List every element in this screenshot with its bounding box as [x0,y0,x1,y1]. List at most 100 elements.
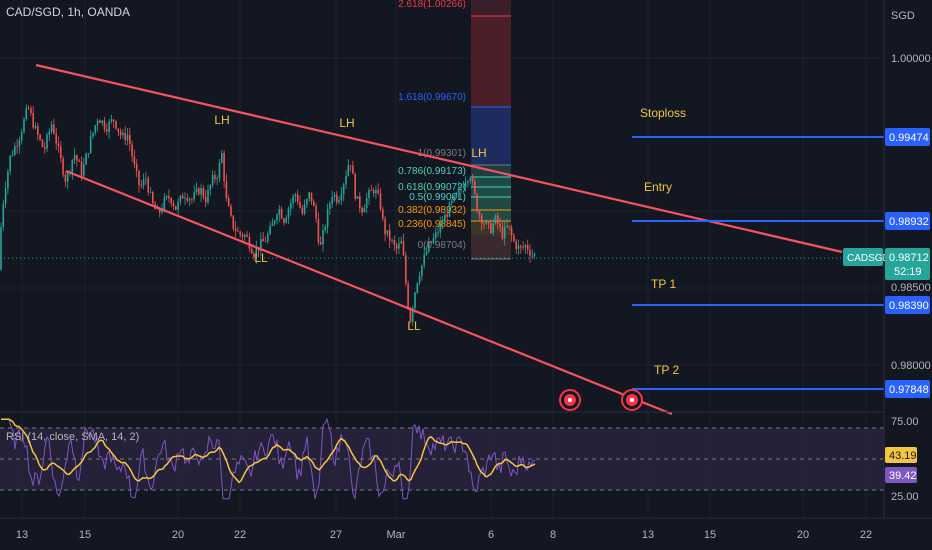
stoploss-label: Stoploss [640,106,686,120]
swing-labels: LH LH LH LL LL [214,113,486,333]
tp1-label: TP 1 [651,277,676,291]
candle-body [439,223,442,233]
candle-body [221,152,223,164]
candle-body [18,140,21,147]
candle-body [345,175,347,185]
time-tick: 15 [704,529,716,541]
time-tick: 6 [488,529,494,541]
rsi-tick: 25.00 [891,491,919,503]
time-tick: 20 [797,529,809,541]
candle-body [20,132,23,141]
rsi-line [1,417,536,500]
target-level-lines[interactable] [632,136,884,390]
candle-body [292,196,294,203]
time-axis[interactable]: 13 15 20 22 27 Mar 6 8 13 15 20 22 [0,517,932,550]
candle-body [526,245,529,251]
candle-body [37,126,39,135]
candle-body [204,196,207,203]
candle-body [126,135,129,141]
candle-body [485,221,488,224]
currency-label: SGD [891,10,915,22]
candle-body [361,207,363,213]
candle-body [418,276,421,283]
candle-body [186,197,189,201]
candle-body [513,235,515,242]
candle-body [124,132,126,141]
candle-body [356,196,359,199]
candle-body [432,238,435,244]
candle-body [451,201,453,204]
candle-body [494,215,497,224]
candle-body [64,174,67,182]
candle-body [198,188,200,195]
candle-body [453,195,455,202]
candle-body [296,194,299,202]
candle-body [299,201,301,208]
candle-body [405,255,407,284]
fib-label-1618: 1.618(0.99670) [398,92,466,103]
price-axis[interactable]: SGD 1.00000 0.98500 0.98000 75.00 25.00 … [843,0,932,518]
candle-body [216,178,218,179]
candle-body [66,172,69,182]
rsi-indicator-label[interactable]: RSI (14, close, SMA, 14, 2) [6,431,140,443]
candle-body [76,155,78,161]
candle-body [110,119,113,122]
fibonacci-extension-tool[interactable]: 2.618(1.00266) 1.618(0.99670) 1(0.99301)… [398,0,511,260]
price-tick: 0.98500 [891,282,931,294]
candle-body [393,239,396,245]
candle-body [260,239,262,251]
time-tick: 20 [172,529,184,541]
candle-body [92,132,94,137]
candle-body [168,196,170,199]
candle-body [115,121,117,129]
candle-body [331,196,333,204]
candle-body [347,165,350,176]
candle-body [246,234,248,237]
candle-body [133,156,136,164]
symbol-title[interactable]: CAD/SGD, 1h, OANDA [6,5,131,19]
candle-body [379,193,382,210]
fib-label-05: 0.5(0.99001) [409,192,466,203]
candle-body [89,136,92,154]
rsi-pane[interactable] [0,411,884,500]
candle-body [313,201,315,207]
candle-body [253,253,255,258]
candle-body [287,208,290,218]
candle-body [497,215,499,224]
tp1-price-tag: 0.98390 [889,300,929,312]
candle-body [446,214,448,217]
candle-body [131,144,133,157]
candle-body [94,125,97,133]
swing-label-lh: LH [471,146,486,160]
candle-body [522,247,524,249]
candle-body [462,186,465,188]
candle-body [301,207,304,214]
candle-body [329,203,331,209]
candle-body [333,194,336,197]
candle-body [227,198,230,207]
candle-body [444,214,446,223]
candle-body [402,241,405,256]
candle-body [112,119,115,122]
fib-label-0786: 0.786(0.99173) [398,166,466,177]
fib-label-0382: 0.382(0.98932) [398,205,466,216]
candle-body [152,192,154,204]
fib-label-0618: 0.618(0.99072) [398,182,466,193]
candle-body [225,181,228,199]
candle-body [241,234,244,237]
candle-body [73,155,76,160]
swing-label-lh: LH [214,113,229,127]
candle-body [375,190,377,193]
economic-event-icon [621,389,643,411]
rsi-value: 39.42 [889,470,917,482]
candle-body [267,234,269,242]
candle-body [117,128,120,132]
candle-body [430,241,432,244]
event-markers[interactable] [559,389,643,411]
stoploss-price-tag: 0.99474 [889,132,929,144]
candle-countdown: 52:19 [894,266,922,278]
candle-body [239,231,241,235]
candle-body [11,154,14,156]
candle-body [469,178,471,182]
